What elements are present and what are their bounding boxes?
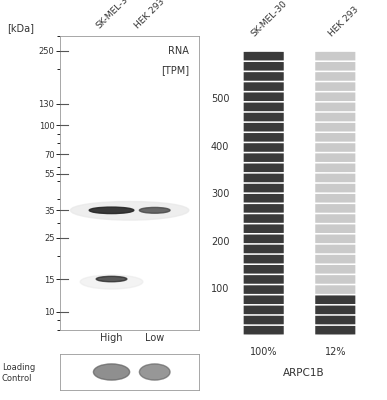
Text: RNA: RNA: [168, 46, 189, 56]
FancyBboxPatch shape: [244, 113, 284, 121]
FancyBboxPatch shape: [244, 245, 284, 253]
FancyBboxPatch shape: [315, 184, 355, 192]
Text: Loading
Control: Loading Control: [2, 363, 35, 383]
FancyBboxPatch shape: [315, 224, 355, 233]
FancyBboxPatch shape: [244, 316, 284, 324]
Ellipse shape: [96, 276, 127, 282]
Text: ARPC1B: ARPC1B: [283, 368, 325, 378]
FancyBboxPatch shape: [315, 214, 355, 223]
FancyBboxPatch shape: [315, 245, 355, 253]
FancyBboxPatch shape: [244, 234, 284, 243]
FancyBboxPatch shape: [244, 265, 284, 274]
FancyBboxPatch shape: [315, 174, 355, 182]
FancyBboxPatch shape: [315, 326, 355, 334]
FancyBboxPatch shape: [244, 133, 284, 142]
FancyBboxPatch shape: [315, 72, 355, 81]
Text: SK-MEL-30: SK-MEL-30: [250, 0, 289, 38]
Ellipse shape: [89, 207, 134, 214]
FancyBboxPatch shape: [244, 164, 284, 172]
FancyBboxPatch shape: [315, 164, 355, 172]
FancyBboxPatch shape: [244, 52, 284, 60]
FancyBboxPatch shape: [315, 296, 355, 304]
FancyBboxPatch shape: [244, 194, 284, 202]
FancyBboxPatch shape: [315, 143, 355, 152]
FancyBboxPatch shape: [315, 306, 355, 314]
FancyBboxPatch shape: [315, 316, 355, 324]
FancyBboxPatch shape: [315, 265, 355, 274]
FancyBboxPatch shape: [315, 194, 355, 202]
FancyBboxPatch shape: [315, 285, 355, 294]
FancyBboxPatch shape: [244, 306, 284, 314]
FancyBboxPatch shape: [244, 174, 284, 182]
FancyBboxPatch shape: [315, 82, 355, 91]
FancyBboxPatch shape: [315, 92, 355, 101]
FancyBboxPatch shape: [244, 214, 284, 223]
Text: HEK 293: HEK 293: [327, 4, 360, 38]
Ellipse shape: [139, 364, 170, 380]
FancyBboxPatch shape: [315, 255, 355, 264]
FancyBboxPatch shape: [244, 82, 284, 91]
FancyBboxPatch shape: [244, 326, 284, 334]
FancyBboxPatch shape: [244, 184, 284, 192]
Text: [kDa]: [kDa]: [7, 23, 34, 33]
Text: 12%: 12%: [325, 347, 346, 357]
Ellipse shape: [93, 364, 130, 380]
Text: HEK 293: HEK 293: [134, 0, 167, 30]
Ellipse shape: [80, 275, 143, 289]
FancyBboxPatch shape: [315, 275, 355, 284]
FancyBboxPatch shape: [244, 296, 284, 304]
FancyBboxPatch shape: [315, 102, 355, 111]
Ellipse shape: [139, 208, 170, 213]
FancyBboxPatch shape: [244, 153, 284, 162]
FancyBboxPatch shape: [315, 123, 355, 132]
Ellipse shape: [70, 202, 189, 220]
Text: [TPM]: [TPM]: [161, 65, 189, 75]
FancyBboxPatch shape: [244, 123, 284, 132]
FancyBboxPatch shape: [244, 102, 284, 111]
FancyBboxPatch shape: [244, 72, 284, 81]
FancyBboxPatch shape: [315, 153, 355, 162]
FancyBboxPatch shape: [244, 92, 284, 101]
Text: SK-MEL-30: SK-MEL-30: [95, 0, 134, 30]
FancyBboxPatch shape: [244, 275, 284, 284]
FancyBboxPatch shape: [315, 234, 355, 243]
Text: 100%: 100%: [250, 347, 277, 357]
FancyBboxPatch shape: [244, 255, 284, 264]
FancyBboxPatch shape: [244, 285, 284, 294]
FancyBboxPatch shape: [244, 62, 284, 71]
FancyBboxPatch shape: [315, 62, 355, 71]
FancyBboxPatch shape: [244, 204, 284, 213]
FancyBboxPatch shape: [315, 113, 355, 121]
FancyBboxPatch shape: [315, 52, 355, 60]
FancyBboxPatch shape: [244, 224, 284, 233]
FancyBboxPatch shape: [244, 143, 284, 152]
FancyBboxPatch shape: [315, 204, 355, 213]
FancyBboxPatch shape: [315, 133, 355, 142]
